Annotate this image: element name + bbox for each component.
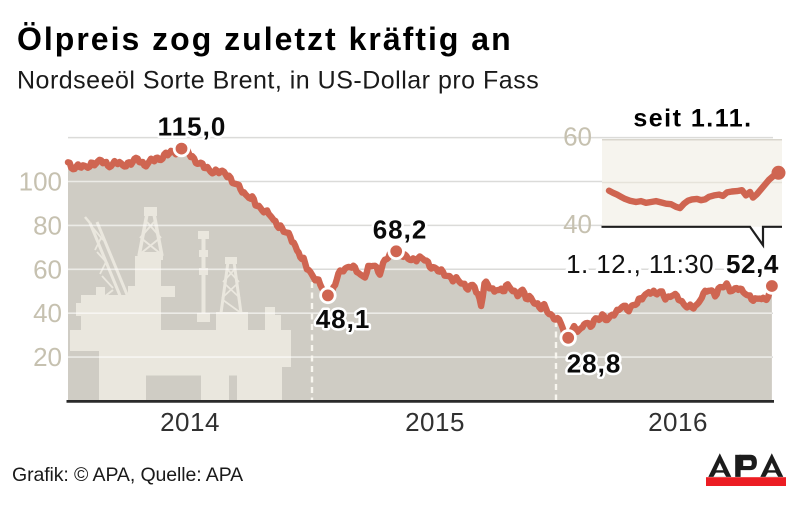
svg-text:2015: 2015 — [405, 407, 465, 437]
svg-text:68,2: 68,2 — [373, 215, 428, 245]
svg-text:48,1: 48,1 — [316, 304, 371, 334]
svg-text:seit 1.11.: seit 1.11. — [633, 105, 752, 133]
svg-text:20: 20 — [33, 342, 62, 372]
svg-text:52,4: 52,4 — [726, 249, 779, 279]
svg-text:Grafik: © APA, Quelle: APA: Grafik: © APA, Quelle: APA — [12, 464, 243, 486]
svg-text:100: 100 — [19, 167, 62, 197]
svg-text:28,8: 28,8 — [567, 349, 622, 379]
svg-text:2016: 2016 — [648, 407, 708, 437]
svg-text:1. 12., 11:30: 1. 12., 11:30 — [566, 249, 714, 279]
svg-text:2014: 2014 — [160, 407, 220, 437]
svg-text:60: 60 — [563, 122, 592, 152]
svg-text:Nordseeöl Sorte Brent, in US-D: Nordseeöl Sorte Brent, in US-Dollar pro … — [17, 67, 539, 95]
svg-text:60: 60 — [33, 254, 62, 284]
svg-text:115,0: 115,0 — [158, 112, 227, 142]
svg-text:80: 80 — [33, 210, 62, 240]
svg-text:40: 40 — [33, 298, 62, 328]
svg-text:40: 40 — [563, 209, 592, 239]
svg-text:Ölpreis zog zuletzt kräftig an: Ölpreis zog zuletzt kräftig an — [17, 21, 513, 57]
